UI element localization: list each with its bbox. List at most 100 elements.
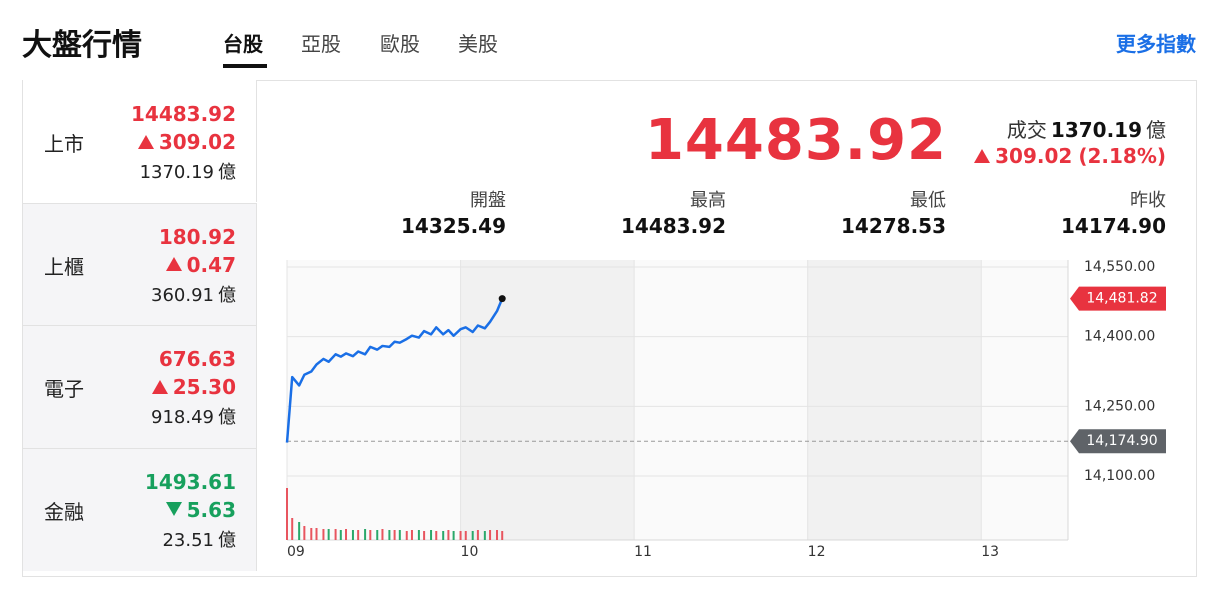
stat-value: 14278.53 (840, 214, 946, 238)
index-value: 1493.61 (144, 469, 236, 494)
price-line (285, 298, 504, 443)
index-value: 180.92 (158, 224, 236, 249)
main-price: 14483.92 (644, 108, 947, 173)
index-change-value: 0.47 (186, 252, 236, 277)
x-tick-label: 13 (981, 544, 999, 560)
panel (22, 80, 1197, 577)
volume-bar (476, 530, 479, 540)
volume-bar (369, 530, 372, 540)
hour-band (287, 260, 461, 540)
volume-bar (452, 531, 455, 540)
index-volume: 918.49 億 (151, 403, 236, 429)
volume-bar (345, 529, 348, 540)
volume-bar (310, 528, 313, 540)
arrow-down (165, 502, 182, 516)
volume-bar (410, 530, 413, 540)
volume-bar (291, 518, 294, 540)
hour-band (460, 260, 635, 540)
index-row[interactable] (23, 447, 257, 571)
volume-bar (322, 529, 325, 540)
index-change: 309.02 (137, 130, 236, 154)
volume-bar (381, 529, 384, 540)
summary-change: 309.02 (2.18%) (974, 144, 1166, 168)
volume-bar (398, 530, 401, 540)
index-volume-value: 1370.19 (139, 162, 214, 183)
volume-bar (442, 531, 445, 540)
stat-value: 14174.90 (1060, 214, 1166, 238)
price-badge (1070, 429, 1166, 454)
volume-bar (298, 522, 301, 540)
summary-volume-unit: 億 (1146, 118, 1166, 142)
volume-bar (303, 526, 306, 540)
arrow-up (165, 257, 182, 271)
index-volume-unit: 億 (218, 284, 236, 306)
index-volume-value: 360.91 (151, 284, 214, 306)
index-change-value: 309.02 (158, 130, 236, 154)
index-change: 25.30 (151, 375, 236, 399)
volume-bar (388, 530, 391, 540)
volume-bar (315, 528, 318, 540)
hour-band (981, 260, 1068, 540)
volume-bar (447, 530, 450, 540)
price-badge (1070, 286, 1166, 311)
y-tick-label: 14,100.00 (1084, 468, 1155, 484)
stat-label: 最低 (910, 190, 946, 211)
last-point (498, 295, 506, 303)
index-row[interactable] (23, 325, 257, 448)
volume-bar (334, 529, 337, 540)
hour-band (807, 260, 982, 540)
volume-bar (501, 531, 504, 540)
volume-bar (435, 531, 438, 540)
tab[interactable]: 歐股 (380, 32, 420, 56)
index-name: 金融 (44, 499, 84, 524)
volume-bar (393, 530, 396, 540)
summary-volume-value: 1370.19 (1050, 118, 1142, 142)
x-tick-label: 10 (461, 544, 479, 560)
index-change: 5.63 (165, 498, 236, 522)
index-value: 676.63 (158, 347, 236, 371)
tab[interactable]: 美股 (458, 32, 498, 56)
tab[interactable]: 台股 (223, 32, 263, 56)
stat-value: 14483.92 (620, 214, 726, 238)
volume-bar (464, 531, 467, 540)
index-volume-value: 23.51 (162, 529, 214, 551)
x-tick-label: 11 (634, 544, 652, 560)
price-badge-label: 14,481.82 (1086, 291, 1157, 307)
x-tick-label: 12 (808, 544, 826, 560)
summary-change-pct: (2.18%) (1078, 144, 1166, 168)
index-volume-unit: 億 (218, 407, 236, 428)
index-volume-value: 918.49 (151, 407, 214, 428)
index-name: 上櫃 (44, 254, 84, 279)
y-tick-label: 14,550.00 (1084, 259, 1155, 275)
volume-bar (423, 531, 426, 540)
arrow-up (151, 379, 168, 394)
volume-bar (327, 529, 330, 540)
arrow-up (137, 134, 154, 149)
volume-bar (483, 531, 486, 540)
volume-bar (339, 530, 342, 540)
summary-volume: 成交 1370.19 億 (1007, 114, 1166, 143)
index-name: 上市 (44, 132, 84, 156)
index-volume-unit: 億 (218, 162, 236, 183)
tab[interactable]: 亞股 (301, 32, 341, 56)
volume-bar (357, 530, 360, 540)
stat-label: 開盤 (470, 190, 506, 211)
volume-bar (417, 530, 420, 540)
volume-bar (489, 530, 492, 540)
hour-band (634, 260, 808, 540)
volume-bar (405, 531, 408, 540)
stat-label: 昨收 (1130, 190, 1166, 211)
volume-bar (286, 488, 288, 540)
y-tick-label: 14,400.00 (1084, 329, 1155, 345)
price-badge-label: 14,174.90 (1086, 433, 1157, 449)
index-volume: 1370.19 億 (140, 158, 236, 184)
volume-bar (496, 530, 499, 540)
summary-change-value: 309.02 (995, 144, 1073, 168)
y-tick-label: 14,250.00 (1084, 398, 1155, 414)
volume-bar (364, 529, 367, 540)
index-row[interactable] (23, 202, 257, 326)
more-link[interactable]: 更多指數 (1116, 32, 1196, 56)
arrow-up (974, 148, 991, 163)
tab-underline (223, 64, 267, 68)
